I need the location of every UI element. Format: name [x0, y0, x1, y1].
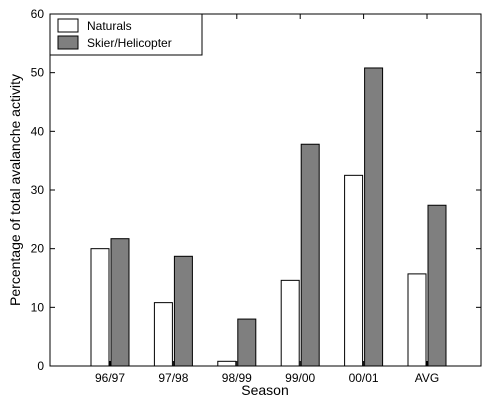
y-tick-label: 60	[31, 7, 45, 21]
y-axis-label: Percentage of total avalanche activity	[7, 74, 23, 306]
legend-label-naturals: Naturals	[87, 19, 132, 33]
x-tick-label: 99/00	[285, 371, 315, 385]
bar-skier-helicopter	[300, 143, 320, 367]
bar-naturals	[153, 302, 173, 367]
y-tick-label: 10	[31, 300, 45, 314]
bar-skier-helicopter	[173, 255, 193, 367]
legend-swatch-naturals	[57, 18, 79, 33]
bar-naturals	[407, 273, 427, 367]
bar-naturals	[344, 174, 364, 367]
x-tick-label: 97/98	[158, 371, 188, 385]
x-tick-label: 98/99	[222, 371, 252, 385]
x-tick-label: 96/97	[95, 371, 125, 385]
bar-naturals	[280, 279, 300, 367]
y-tick-label: 20	[31, 242, 45, 256]
x-tick-label: AVG	[415, 371, 439, 385]
axis-ticks	[50, 13, 481, 367]
bar-naturals	[90, 248, 110, 367]
legend: Naturals Skier/Helicopter	[49, 13, 203, 56]
y-tick-label: 40	[31, 124, 45, 138]
bar-skier-helicopter	[237, 318, 257, 367]
x-tick-label: 00/01	[349, 371, 379, 385]
legend-swatch-skier-helicopter	[57, 35, 79, 50]
legend-label-skier-helicopter: Skier/Helicopter	[87, 36, 172, 50]
bar-naturals	[217, 360, 237, 367]
x-axis-label: Season	[241, 382, 288, 398]
bar-skier-helicopter	[364, 67, 384, 367]
y-tick-label: 0	[37, 359, 44, 373]
bars	[90, 67, 447, 367]
bar-skier-helicopter	[110, 238, 130, 367]
bar-skier-helicopter	[427, 204, 447, 367]
y-tick-label: 30	[31, 183, 45, 197]
tick-labels: 0 10 20 30 40 50 60 96/97 97/98 98/99 99/00 00/01 AV…	[31, 7, 440, 385]
y-tick-label: 50	[31, 66, 45, 80]
